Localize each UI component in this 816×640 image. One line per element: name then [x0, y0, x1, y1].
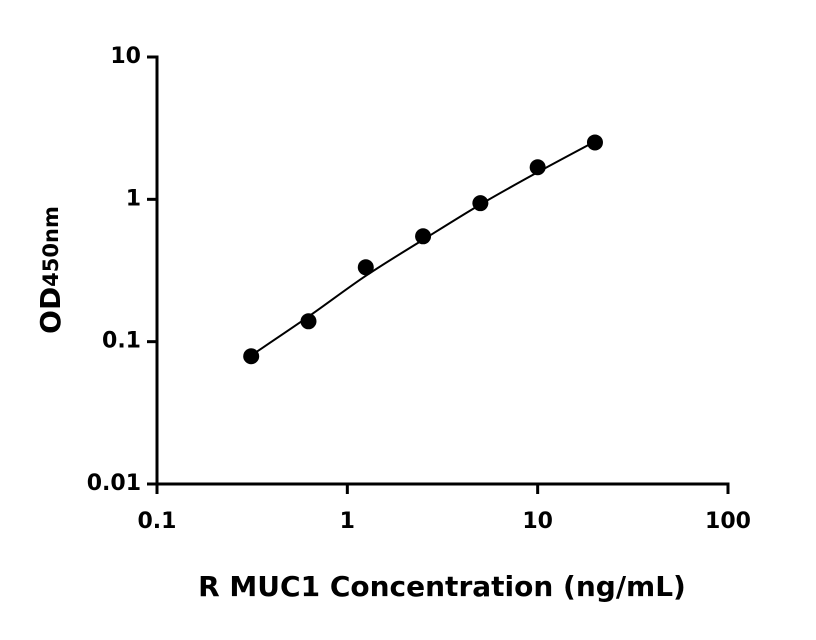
data-point: [357, 259, 374, 276]
data-point: [586, 134, 603, 151]
data-point: [529, 159, 546, 176]
y-tick-label: 0.1: [102, 329, 141, 354]
y-tick-label: 10: [110, 44, 141, 69]
data-point: [415, 228, 432, 245]
x-tick-label: 1: [340, 509, 355, 534]
data-point: [472, 195, 489, 212]
x-tick-label: 100: [705, 509, 751, 534]
x-tick-label: 10: [522, 509, 553, 534]
x-tick-label: 0.1: [138, 509, 177, 534]
y-axis-label-sub: 450nm: [39, 206, 63, 287]
data-point: [300, 313, 317, 330]
x-axis-label: R MUC1 Concentration (ng/mL): [198, 570, 686, 603]
data-point: [243, 348, 260, 365]
y-axis-label: OD450nm: [34, 206, 67, 334]
y-axis-label-main: OD: [34, 287, 67, 334]
y-tick-label: 1: [126, 186, 141, 211]
y-tick-label: 0.01: [87, 471, 141, 496]
